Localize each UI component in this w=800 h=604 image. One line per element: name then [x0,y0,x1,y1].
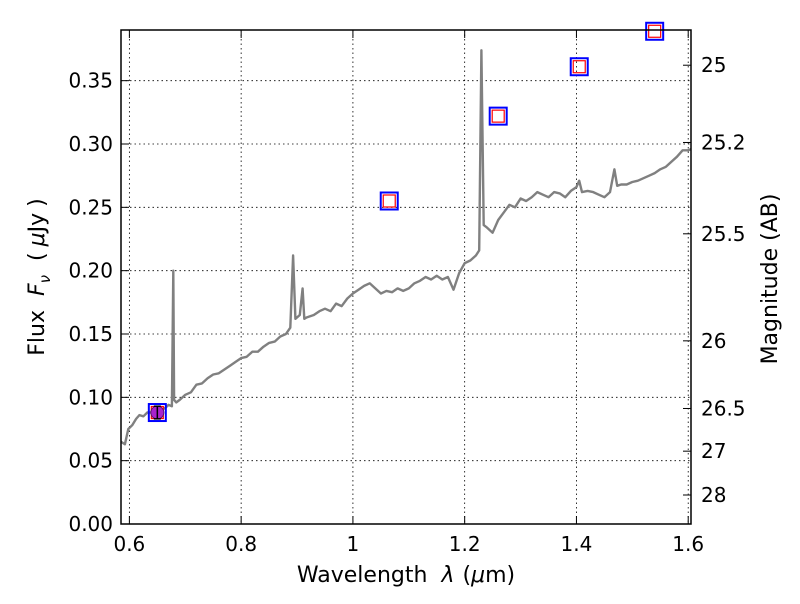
photometry-point [569,57,589,77]
y2-tick-label: 25.5 [701,222,746,246]
photometry-inner-square [648,24,662,38]
photometry-point [379,191,399,211]
y-tick-label: 0.00 [68,512,113,536]
x-tick-label: 1.2 [449,532,481,556]
data-layer [120,21,692,446]
photometry-inner-square [572,60,586,74]
x-axis-label: Wavelength λ (μm) [297,563,515,588]
photometry-inner-square [491,109,505,123]
x-tick-label: 0.8 [225,532,257,556]
y-tick-label: 0.35 [68,69,113,93]
grid-lines [121,30,691,525]
y-tick-label: 0.25 [68,195,113,219]
y-tick-label: 0.30 [68,132,113,156]
photometry-point [488,106,508,126]
y2-tick-label: 26 [701,329,726,353]
y2-tick-label: 25 [701,53,726,77]
photometry-outer-square [147,403,167,423]
y2-tick-label: 27 [701,439,726,463]
y-axis-label: FluxFν(μJy) [25,198,54,355]
spectrum-line [120,49,692,446]
photometry-outer-square [379,191,399,211]
y2-tick-label: 28 [701,483,726,507]
y2-tick-label: 26.5 [701,396,746,420]
photometry-point [645,21,665,41]
x-tick-label: 0.6 [113,532,145,556]
photometry-outer-square [569,57,589,77]
measured-point [150,405,165,420]
y-tick-label: 0.20 [68,259,113,283]
y2-tick-label: 25.2 [701,130,746,154]
x-tick-label: 1.6 [672,532,704,556]
x-tick-label: 1 [347,532,360,556]
y-tick-label: 0.15 [68,322,113,346]
photometry-outer-square [645,21,665,41]
photometry-inner-square [382,194,396,208]
plot-frame [120,29,692,525]
x-tick-label: 1.4 [561,532,593,556]
y-tick-label: 0.05 [68,449,113,473]
y2-axis-label: Magnitude (AB) [758,194,783,365]
photometry-outer-square [488,106,508,126]
ticks: 0.6 0.8 1 1.2 1.4 1.6 0.00 0.05 0.10 0.15 0.20 0.25… [68,30,746,556]
y-tick-label: 0.10 [68,385,113,409]
